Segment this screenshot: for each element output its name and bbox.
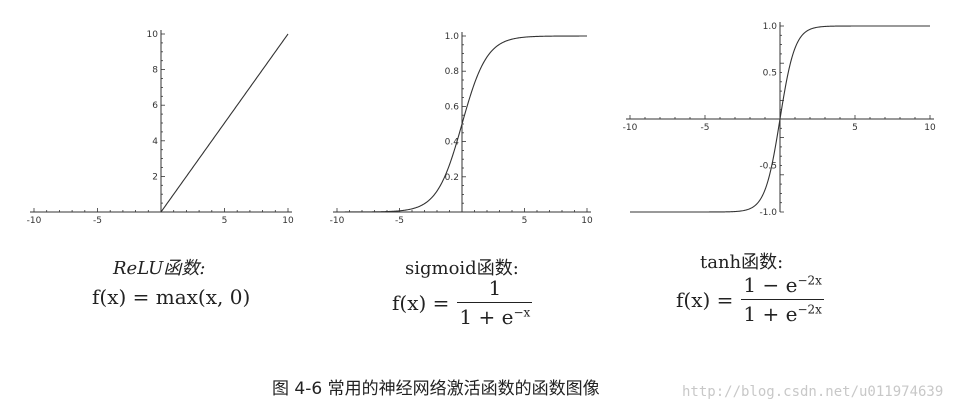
x-tick-label: -5 xyxy=(701,123,710,133)
sigmoid-den-base: 1 + e xyxy=(459,305,514,329)
y-tick-label: 0.5 xyxy=(763,69,777,79)
tanh-den-base: 1 + e xyxy=(743,302,798,326)
x-tick-label: 5 xyxy=(852,123,858,133)
y-tick-label: 1.0 xyxy=(445,32,460,42)
tanh-den-exp: −2x xyxy=(797,302,822,317)
sigmoid-curve xyxy=(337,35,587,213)
tanh-formula: f(x) = 1 − e−2x 1 + e−2x xyxy=(676,273,824,326)
tanh-fraction: 1 − e−2x 1 + e−2x xyxy=(741,273,824,326)
relu-curve xyxy=(34,33,289,213)
x-tick-label: 5 xyxy=(222,216,228,226)
sigmoid-denominator: 1 + e−x xyxy=(457,302,533,329)
x-tick-label: 10 xyxy=(282,216,294,226)
watermark-url: http://blog.csdn.net/u011974639 xyxy=(682,384,944,400)
x-tick-label: -10 xyxy=(27,216,42,226)
sigmoid-caption-name: sigmoid函数: xyxy=(405,254,519,280)
x-tick-label: 10 xyxy=(581,216,593,226)
figure-caption: 图 4-6 常用的神经网络激活函数的函数图像 xyxy=(272,379,600,399)
relu-plot: -10 -5 5 10 2 4 6 8 10 xyxy=(27,30,294,226)
y-tick-label: 0.8 xyxy=(445,67,460,77)
sigmoid-plot: -10 -5 5 10 0.2 0.4 0.6 0.8 1.0 xyxy=(330,32,593,226)
y-tick-label: 0.6 xyxy=(445,102,460,112)
sigmoid-fraction: 1 1 + e−x xyxy=(457,276,533,329)
sigmoid-formula: f(x) = 1 1 + e−x xyxy=(392,276,533,329)
tanh-curve xyxy=(630,25,930,213)
relu-caption-name: ReLU函数: xyxy=(113,254,205,280)
relu-formula-text: f(x) = max(x, 0) xyxy=(92,285,251,309)
tanh-plot: -10 -5 5 10 -1.0 -0.5 0.5 1.0 xyxy=(623,22,936,218)
x-tick-label: -5 xyxy=(395,216,404,226)
y-tick-label: -1.0 xyxy=(759,208,777,218)
relu-formula: f(x) = max(x, 0) xyxy=(92,285,250,309)
x-tick-label: -10 xyxy=(623,123,638,133)
y-tick-label: 6 xyxy=(152,101,158,111)
tanh-num-exp: −2x xyxy=(797,273,822,288)
tanh-numerator: 1 − e−2x xyxy=(741,273,824,299)
tanh-name-text: tanh函数: xyxy=(700,252,784,273)
y-tick-label: 8 xyxy=(152,66,158,76)
y-tick-label: 0.4 xyxy=(445,138,460,148)
x-tick-label: -5 xyxy=(93,216,102,226)
tanh-caption-name: tanh函数: xyxy=(700,248,783,274)
x-tick-label: 10 xyxy=(924,123,936,133)
x-tick-label: 5 xyxy=(522,216,528,226)
tanh-denominator: 1 + e−2x xyxy=(741,299,824,326)
y-tick-label: 10 xyxy=(147,30,159,40)
sigmoid-numerator: 1 xyxy=(488,276,502,300)
y-tick-label: 4 xyxy=(152,137,158,147)
sigmoid-name-text: sigmoid函数: xyxy=(405,258,519,279)
tanh-formula-lhs: f(x) = xyxy=(676,287,734,312)
y-tick-label: 0.2 xyxy=(445,173,459,183)
y-tick-label: 1.0 xyxy=(763,22,778,32)
relu-name-text: ReLU函数: xyxy=(113,258,206,279)
y-tick-label: -0.5 xyxy=(759,162,777,172)
sigmoid-formula-lhs: f(x) = xyxy=(392,290,450,315)
sigmoid-den-exp: −x xyxy=(513,305,531,320)
x-tick-label: -10 xyxy=(330,216,345,226)
y-tick-label: 2 xyxy=(152,172,158,182)
tanh-num-base: 1 − e xyxy=(743,273,798,297)
